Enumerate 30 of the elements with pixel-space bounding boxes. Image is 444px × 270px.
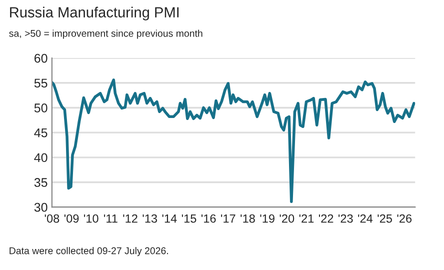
x-tick-label: '24 — [358, 214, 373, 223]
y-tick-label: 45 — [34, 128, 48, 138]
x-tick-label: '15 — [182, 214, 196, 223]
chart-subtitle: sa, >50 = improvement since previous month — [9, 30, 202, 39]
x-tick-label: '10 — [84, 214, 98, 223]
x-tick-label: '09 — [64, 214, 79, 223]
y-tick-label: 50 — [34, 104, 48, 112]
line-series — [52, 78, 416, 204]
x-tick-label: '25 — [378, 214, 392, 223]
x-tick-label: '08 — [44, 214, 60, 223]
chart-title: Russia Manufacturing PMI — [10, 6, 179, 20]
x-tick-label: '26 — [397, 214, 412, 223]
x-tick-label: '12 — [123, 214, 138, 223]
x-tick-label: '22 — [318, 214, 334, 223]
x-tick-label: '19 — [260, 214, 274, 223]
y-tick-label: 30 — [34, 202, 48, 212]
y-tick-label: 60 — [34, 54, 48, 63]
text: Data were collected 09-27 July 2026. — [10, 247, 168, 256]
x-tick-label: '13 — [142, 214, 158, 223]
x-tick-label: '20 — [280, 214, 294, 223]
x-tick-label: '14 — [162, 214, 177, 223]
x-tick-label: '23 — [338, 214, 353, 223]
x-tick-label: '18 — [240, 214, 255, 223]
y-tick-label: 35 — [34, 178, 48, 187]
y-tick-label: 55 — [34, 78, 48, 88]
x-tick-label: '16 — [201, 214, 216, 223]
x-tick-label: '11 — [104, 214, 118, 223]
x-tick-label: '17 — [221, 214, 236, 223]
y-tick-label: 40 — [34, 153, 48, 162]
x-tick-label: '21 — [299, 214, 314, 223]
